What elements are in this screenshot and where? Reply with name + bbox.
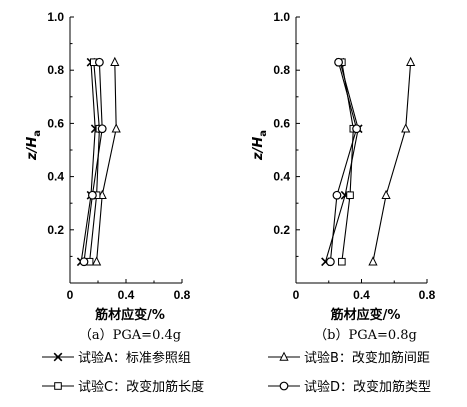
x-tick-label: 0.4 <box>118 288 135 302</box>
data-point-triangle <box>111 123 121 133</box>
y-tick-label: 0.6 <box>273 116 290 130</box>
data-point-triangle <box>91 256 102 266</box>
legend-entry: 试验C：改变加筋长度 <box>42 379 204 395</box>
y-tick-label: 0.2 <box>273 223 290 237</box>
legend-label: 试验A：标准参照组 <box>78 350 191 366</box>
chart-pga-0.8g: 0.2 0.4 0.6 0.8 1.0 0 0.4 0.8 z/Ha 筋材应变/% （b）PGA=0… <box>251 10 436 343</box>
y-tick-label: 0.4 <box>273 170 290 184</box>
y-axis-label: z/Ha <box>251 130 269 161</box>
legend-entry: 试验D：改变加筋类型 <box>268 379 431 395</box>
x-axis-label: 筋材应变/% <box>94 307 165 323</box>
series-circle <box>79 57 107 267</box>
data-point-square <box>346 191 354 200</box>
y-axis-label: z/Ha <box>25 130 43 161</box>
y-tick-label: 0.2 <box>47 223 64 237</box>
data-point-circle <box>332 190 342 200</box>
data-point-square <box>338 257 346 266</box>
data-point-circle <box>87 190 97 200</box>
series-line <box>96 62 117 262</box>
data-point-circle <box>97 124 107 134</box>
y-tick-label: 0.8 <box>273 63 290 77</box>
x-tick-label: 0 <box>293 288 300 302</box>
legend-entry: 试验B：改变加筋间距 <box>268 350 430 366</box>
series-line <box>83 62 103 262</box>
series-circle <box>325 57 361 267</box>
chart-pga-0.4g: 0.2 0.4 0.6 0.8 1.0 0 0.4 0.8 z/Ha 筋材应变/% （a）PGA=0… <box>25 10 191 343</box>
data-point-triangle <box>110 56 120 67</box>
data-point-circle <box>94 57 104 67</box>
data-point-circle <box>352 124 361 134</box>
y-tick-label: 1.0 <box>47 10 64 24</box>
series-line <box>89 62 100 262</box>
x-tick-label: 0.8 <box>419 288 436 302</box>
series-triangle <box>368 56 416 266</box>
data-point-circle <box>79 257 89 267</box>
y-tick-label: 0.4 <box>47 170 64 184</box>
series-line <box>324 62 359 262</box>
series-line <box>329 62 358 262</box>
data-point-triangle <box>406 56 416 67</box>
legend-label: 试验B：改变加筋间距 <box>304 350 430 366</box>
data-point-triangle <box>368 256 378 266</box>
x-tick-label: 0 <box>67 288 74 302</box>
legend-marker-square <box>54 382 62 390</box>
legend-label: 试验D：改变加筋类型 <box>304 379 431 395</box>
legend-entry: 试验A：标准参照组 <box>42 350 191 366</box>
legend-marker-triangle <box>279 351 289 361</box>
x-axis-label: 筋材应变/% <box>330 307 401 323</box>
subplot-caption: （a）PGA=0.4g <box>79 328 181 343</box>
data-point-circle <box>325 257 335 267</box>
legend-marker-circle <box>279 381 289 391</box>
y-tick-label: 0.8 <box>47 63 64 77</box>
legend-marker-x <box>53 352 63 362</box>
subplot-caption: （b）PGA=0.8g <box>314 328 417 343</box>
data-point-circle <box>334 57 343 67</box>
series-line <box>372 62 412 262</box>
y-tick-label: 1.0 <box>273 10 290 24</box>
series-line <box>341 62 354 262</box>
data-point-triangle <box>381 189 391 200</box>
y-tick-label: 0.6 <box>47 116 64 130</box>
series-x <box>321 57 363 267</box>
series-line <box>80 62 96 262</box>
legend-label: 试验C：改变加筋长度 <box>78 379 204 395</box>
data-point-triangle <box>401 123 411 133</box>
x-tick-label: 0.8 <box>174 288 191 302</box>
x-tick-label: 0.4 <box>353 288 370 302</box>
